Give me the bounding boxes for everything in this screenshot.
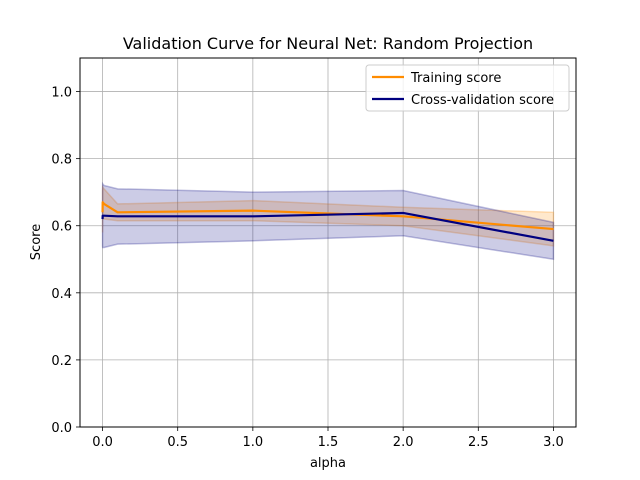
- legend: Training score Cross-validation score: [365, 64, 570, 112]
- legend-label-0: Training score: [410, 71, 501, 86]
- confidence-bands: [101, 181, 555, 261]
- series-line-0: [101, 201, 554, 231]
- y-tick-label: 1.0: [51, 86, 72, 101]
- y-tick-label: 0.6: [51, 220, 72, 235]
- x-tick-label: 0.0: [92, 435, 113, 450]
- confidence-band-1: [101, 181, 555, 261]
- legend-box: [365, 64, 570, 112]
- y-axis-label: Score: [29, 224, 44, 260]
- x-tick-label: 1.0: [243, 435, 264, 450]
- x-tick-label: 0.5: [167, 435, 188, 450]
- axis-ticks: 0.0 0.5 1.0 1.5 2.0 2.5 3.0 0.0 0.2 0.4 0.6 0.8 1.0: [51, 86, 563, 450]
- x-axis-label: alpha: [310, 456, 346, 471]
- chart-title: Validation Curve for Neural Net: Random …: [123, 34, 533, 53]
- series-lines: [101, 201, 554, 242]
- legend-label-1: Cross-validation score: [411, 93, 554, 108]
- series-line-1: [101, 211, 554, 242]
- y-tick-label: 0.2: [51, 354, 72, 369]
- x-tick-label: 3.0: [543, 435, 564, 450]
- y-tick-label: 0.0: [51, 421, 72, 436]
- x-tick-label: 2.5: [468, 435, 489, 450]
- x-tick-label: 1.5: [318, 435, 339, 450]
- y-tick-label: 0.8: [51, 153, 72, 168]
- y-tick-label: 0.4: [51, 287, 72, 302]
- x-tick-label: 2.0: [393, 435, 414, 450]
